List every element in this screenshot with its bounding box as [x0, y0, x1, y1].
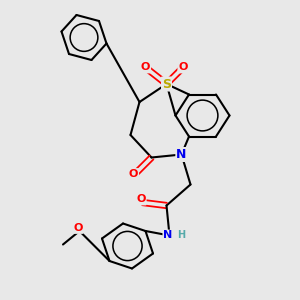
Text: N: N [164, 230, 172, 241]
Text: H: H [177, 230, 185, 241]
Text: N: N [176, 148, 187, 161]
Text: S: S [162, 77, 171, 91]
Text: O: O [73, 223, 83, 233]
Text: O: O [178, 62, 188, 73]
Text: O: O [136, 194, 146, 205]
Text: O: O [141, 62, 150, 73]
Text: O: O [129, 169, 138, 179]
